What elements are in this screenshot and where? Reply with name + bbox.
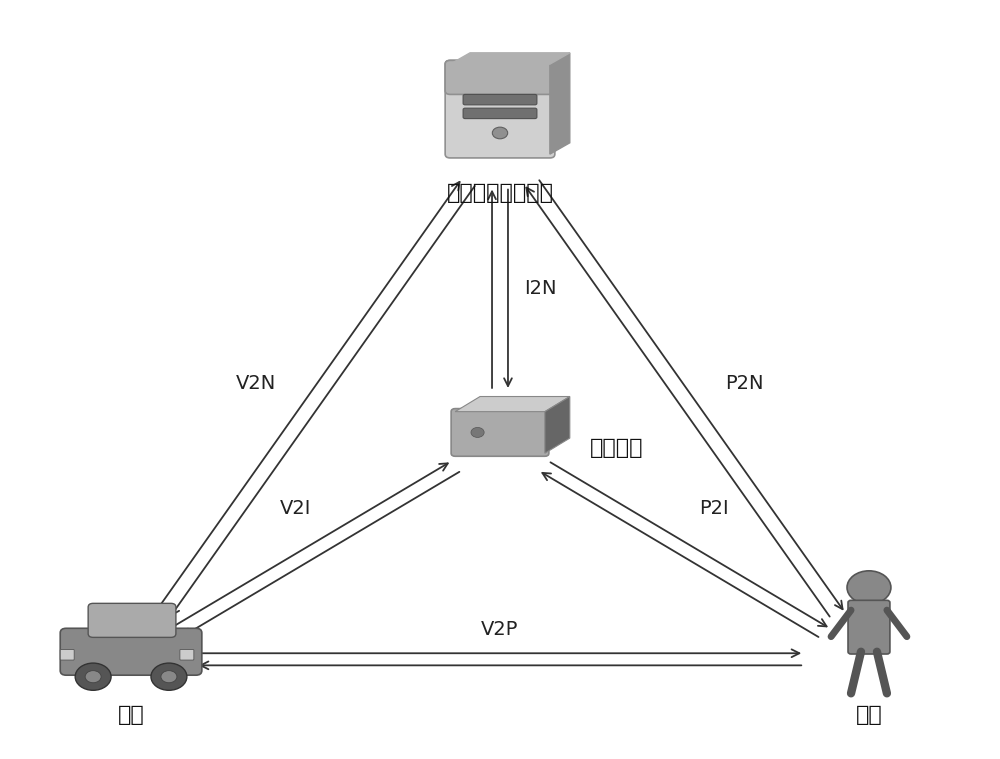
Circle shape: [85, 671, 101, 683]
Text: V2N: V2N: [236, 373, 276, 392]
FancyBboxPatch shape: [60, 650, 74, 660]
FancyBboxPatch shape: [60, 628, 202, 676]
Polygon shape: [550, 53, 570, 154]
Text: 行人: 行人: [856, 704, 882, 725]
Text: P2I: P2I: [700, 499, 729, 518]
FancyBboxPatch shape: [88, 603, 176, 638]
FancyBboxPatch shape: [463, 94, 537, 105]
Text: I2N: I2N: [524, 279, 556, 298]
Text: 路侧设备: 路侧设备: [590, 437, 643, 458]
Circle shape: [492, 128, 508, 139]
Text: 信息服务管理平台: 信息服务管理平台: [446, 183, 554, 203]
Circle shape: [161, 671, 177, 683]
Text: P2N: P2N: [725, 373, 764, 392]
FancyBboxPatch shape: [463, 109, 537, 118]
FancyBboxPatch shape: [180, 650, 194, 660]
Circle shape: [151, 663, 187, 690]
Text: V2P: V2P: [481, 619, 519, 638]
Circle shape: [847, 571, 891, 604]
FancyBboxPatch shape: [445, 61, 555, 158]
Circle shape: [471, 427, 484, 437]
Text: V2I: V2I: [280, 499, 311, 518]
Circle shape: [75, 663, 111, 690]
FancyBboxPatch shape: [848, 600, 890, 654]
FancyBboxPatch shape: [445, 61, 555, 94]
Text: 车辆: 车辆: [118, 704, 144, 725]
Polygon shape: [450, 53, 570, 65]
FancyBboxPatch shape: [451, 408, 549, 456]
Polygon shape: [545, 396, 570, 453]
Polygon shape: [455, 396, 570, 411]
